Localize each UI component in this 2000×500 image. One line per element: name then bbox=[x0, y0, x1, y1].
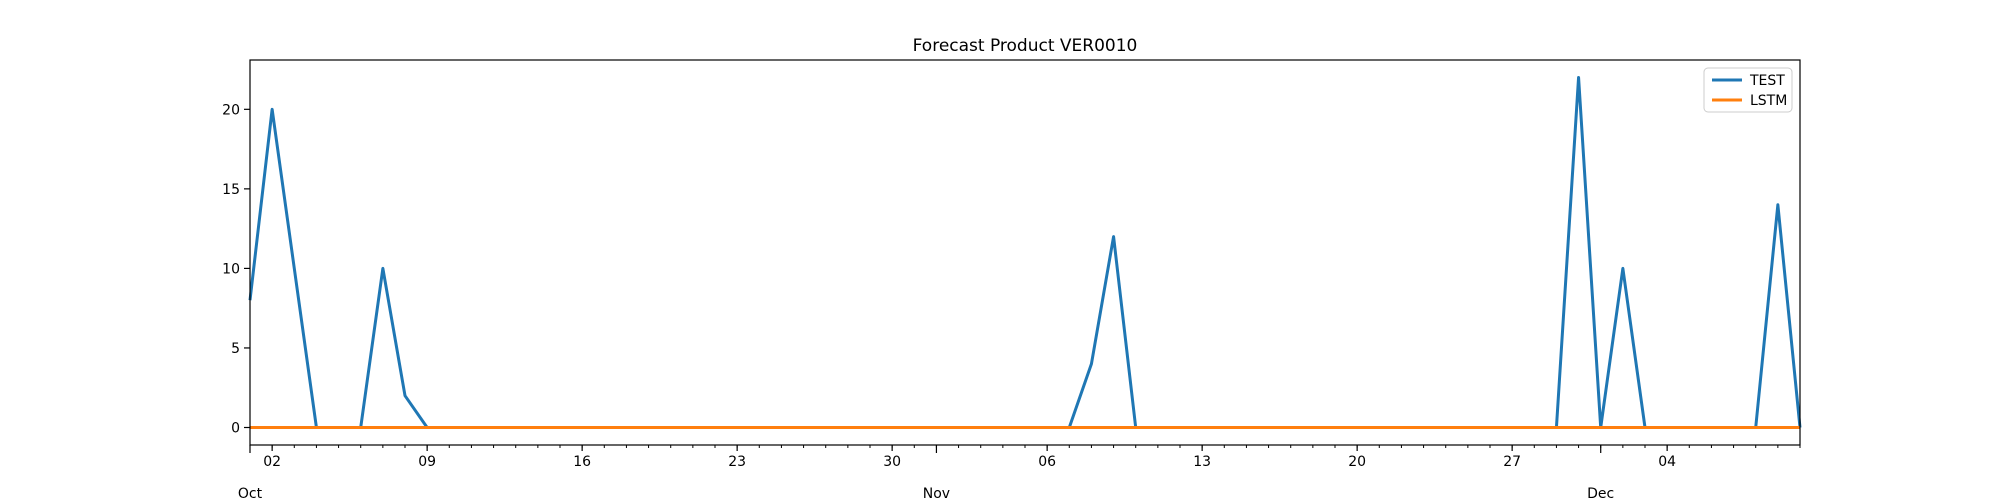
x-tick-label: 04 bbox=[1658, 454, 1676, 470]
x-axis: 02 09 16 23 30 06 13 20 27 04 Oct Nov Dec bbox=[238, 445, 1801, 500]
chart-title: Forecast Product VER0010 bbox=[913, 36, 1138, 56]
x-tick-label: 16 bbox=[573, 454, 591, 470]
legend-label-lstm: LSTM bbox=[1750, 93, 1787, 109]
x-tick-label: 06 bbox=[1038, 454, 1056, 470]
y-tick-label: 0 bbox=[231, 421, 240, 437]
y-tick-label: 20 bbox=[222, 102, 240, 118]
x-tick-label: 30 bbox=[883, 454, 901, 470]
y-tick-label: 10 bbox=[222, 261, 240, 277]
legend: TEST LSTM bbox=[1703, 67, 1793, 113]
x-month-label: Nov bbox=[923, 486, 950, 500]
y-axis: 0 5 10 15 20 bbox=[222, 102, 250, 437]
plot-area bbox=[248, 59, 1802, 446]
x-tick-label: 02 bbox=[263, 454, 281, 470]
x-month-label: Dec bbox=[1587, 486, 1614, 500]
legend-label-test: TEST bbox=[1749, 73, 1785, 89]
x-month-label: Oct bbox=[238, 486, 263, 500]
y-tick-label: 5 bbox=[231, 341, 240, 357]
x-tick-label: 23 bbox=[728, 454, 746, 470]
y-tick-label: 15 bbox=[222, 182, 240, 198]
x-tick-label: 27 bbox=[1503, 454, 1521, 470]
x-tick-label: 20 bbox=[1348, 454, 1366, 470]
x-tick-label: 13 bbox=[1193, 454, 1211, 470]
x-tick-label: 09 bbox=[418, 454, 436, 470]
series-line-test bbox=[248, 76, 1802, 429]
